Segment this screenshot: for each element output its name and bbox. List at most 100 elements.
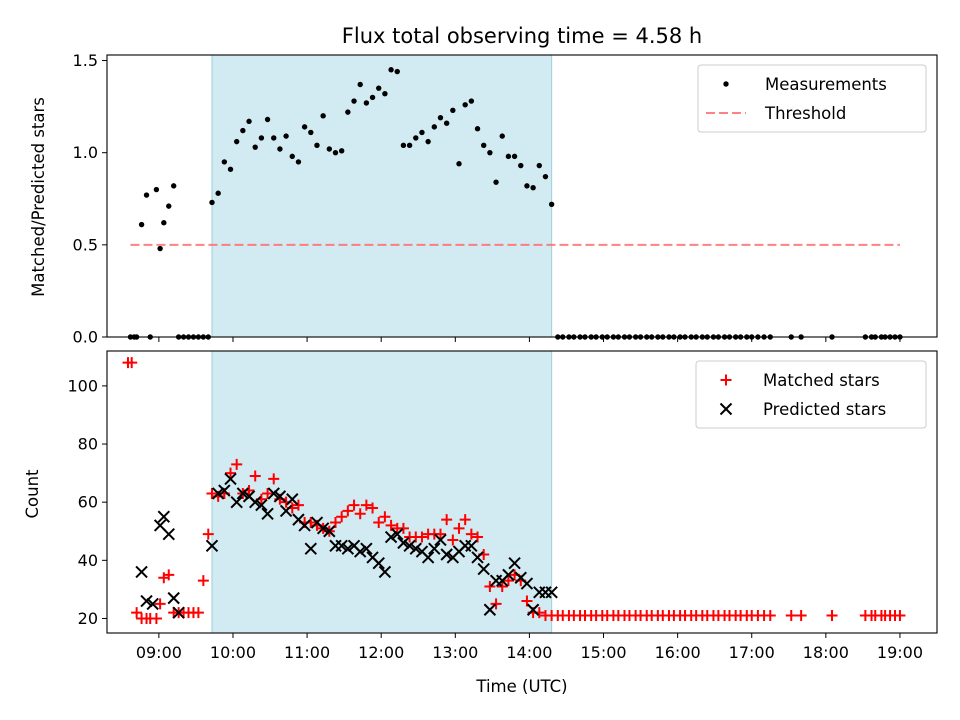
predicted-star-point	[157, 510, 171, 523]
predicted-star-point	[545, 586, 558, 599]
measurement-point	[542, 173, 549, 180]
matched-star-point	[373, 517, 385, 529]
matched-star-point	[206, 487, 218, 499]
measurement-point	[233, 138, 240, 145]
bottom-y-tick-label: 40	[78, 551, 98, 570]
matched-star-point	[360, 499, 372, 511]
measurement-point	[326, 146, 333, 152]
measurement-point	[277, 146, 283, 152]
legend-predicted-marker	[719, 402, 733, 416]
bottom-x-tick-label: 17:00	[729, 643, 775, 662]
measurement-point	[289, 153, 295, 160]
matched-star-point	[131, 607, 143, 619]
matched-star-point	[441, 514, 453, 526]
bottom-legend-box	[695, 360, 927, 429]
matched-star-point	[785, 610, 797, 622]
measurement-point	[338, 148, 345, 154]
bottom-panel: 20 40 60 80 100 09:00 10:00 11:00 12:00 13:00 14:0…	[67, 350, 938, 662]
measurement-point	[474, 126, 481, 132]
matched-star-point	[826, 610, 838, 622]
measurement-point	[363, 100, 370, 106]
measurement-point	[166, 203, 172, 209]
measurement-point	[332, 149, 339, 156]
predicted-star-point	[236, 487, 250, 500]
matched-star-point	[472, 531, 484, 543]
measurement-point	[295, 159, 302, 165]
predicted-star-point	[384, 530, 398, 544]
measurement-point	[456, 161, 462, 167]
bottom-frame	[106, 350, 938, 634]
predicted-star-point	[172, 606, 185, 619]
measurement-point	[345, 109, 351, 115]
bottom-x-tick-label: 19:00	[877, 643, 923, 662]
predicted-star-point	[335, 539, 348, 552]
matched-star-point	[465, 528, 477, 540]
predicted-star-point	[162, 527, 175, 541]
predicted-star-point	[526, 603, 540, 616]
predicted-star-point	[428, 542, 441, 555]
measurement-point	[246, 118, 252, 125]
matched-star-point	[459, 514, 471, 526]
matched-star-point	[225, 467, 237, 479]
top-y-tick-label: 0.5	[73, 235, 98, 254]
top-y-tick-label: 0.0	[73, 328, 98, 347]
legend-measurements-label: Measurements	[765, 75, 887, 94]
predicted-star-point	[434, 533, 447, 547]
predicted-star-point	[273, 490, 287, 503]
matched-star-point	[453, 522, 465, 534]
measurement-point	[388, 67, 394, 73]
measurement-point	[511, 153, 518, 160]
top-highlight-span	[211, 55, 552, 337]
predicted-star-point	[146, 597, 159, 611]
measurement-point	[548, 201, 555, 207]
predicted-star-point	[249, 495, 262, 509]
matched-star-point	[268, 473, 280, 485]
top-y-axis-label: Matched/Predicted stars	[29, 97, 48, 297]
predicted-star-point	[483, 603, 497, 616]
measurement-point	[505, 153, 512, 160]
measurement-point	[271, 135, 277, 141]
matched-star-point	[385, 519, 397, 531]
predicted-star-point	[261, 507, 274, 521]
predicted-star-point	[167, 591, 180, 605]
bottom-y-tick-label: 20	[78, 609, 98, 628]
measurement-point	[481, 142, 487, 149]
predicted-star-point	[279, 504, 293, 518]
chart-title: Flux total observing time = 4.58 h	[342, 24, 702, 48]
top-legend: Measurements Threshold	[697, 64, 927, 133]
measurement-point	[536, 162, 542, 169]
predicted-star-point	[211, 487, 225, 500]
bottom-x-tick-label: 18:00	[803, 643, 849, 662]
predicted-star-point	[477, 562, 490, 576]
measurement-point	[153, 186, 160, 193]
top-panel: 0.0 0.5 1.0 1.5 Measurements Threshold	[73, 51, 938, 347]
measurement-point	[518, 162, 524, 169]
predicted-star-point	[378, 565, 392, 579]
measurement-point	[221, 159, 228, 165]
bottom-x-tick-label: 13:00	[432, 643, 478, 662]
matched-star-point	[354, 508, 366, 520]
matched-star-point	[379, 511, 391, 523]
predicted-star-point	[409, 542, 422, 555]
measurement-point	[400, 142, 407, 149]
matched-star-point	[434, 528, 446, 540]
measurement-point	[437, 114, 444, 121]
matched-star-point	[496, 580, 508, 592]
measurement-point	[499, 133, 505, 139]
measurement-point	[443, 120, 450, 126]
measurement-point	[419, 129, 425, 136]
matched-star-point	[795, 610, 807, 622]
predicted-star-point	[316, 522, 330, 535]
matched-star-point	[764, 610, 776, 622]
predicted-star-point	[304, 542, 318, 555]
bottom-y-tick-label: 100	[67, 376, 98, 395]
matched-star-point	[416, 531, 428, 543]
matched-star-point	[150, 612, 162, 624]
measurement-point	[157, 245, 163, 252]
measurement-point	[462, 102, 468, 108]
matched-star-point	[894, 610, 906, 622]
measurement-point	[524, 183, 530, 189]
bottom-highlight-span	[211, 351, 552, 633]
bottom-y-axis-label: Count	[23, 469, 42, 519]
